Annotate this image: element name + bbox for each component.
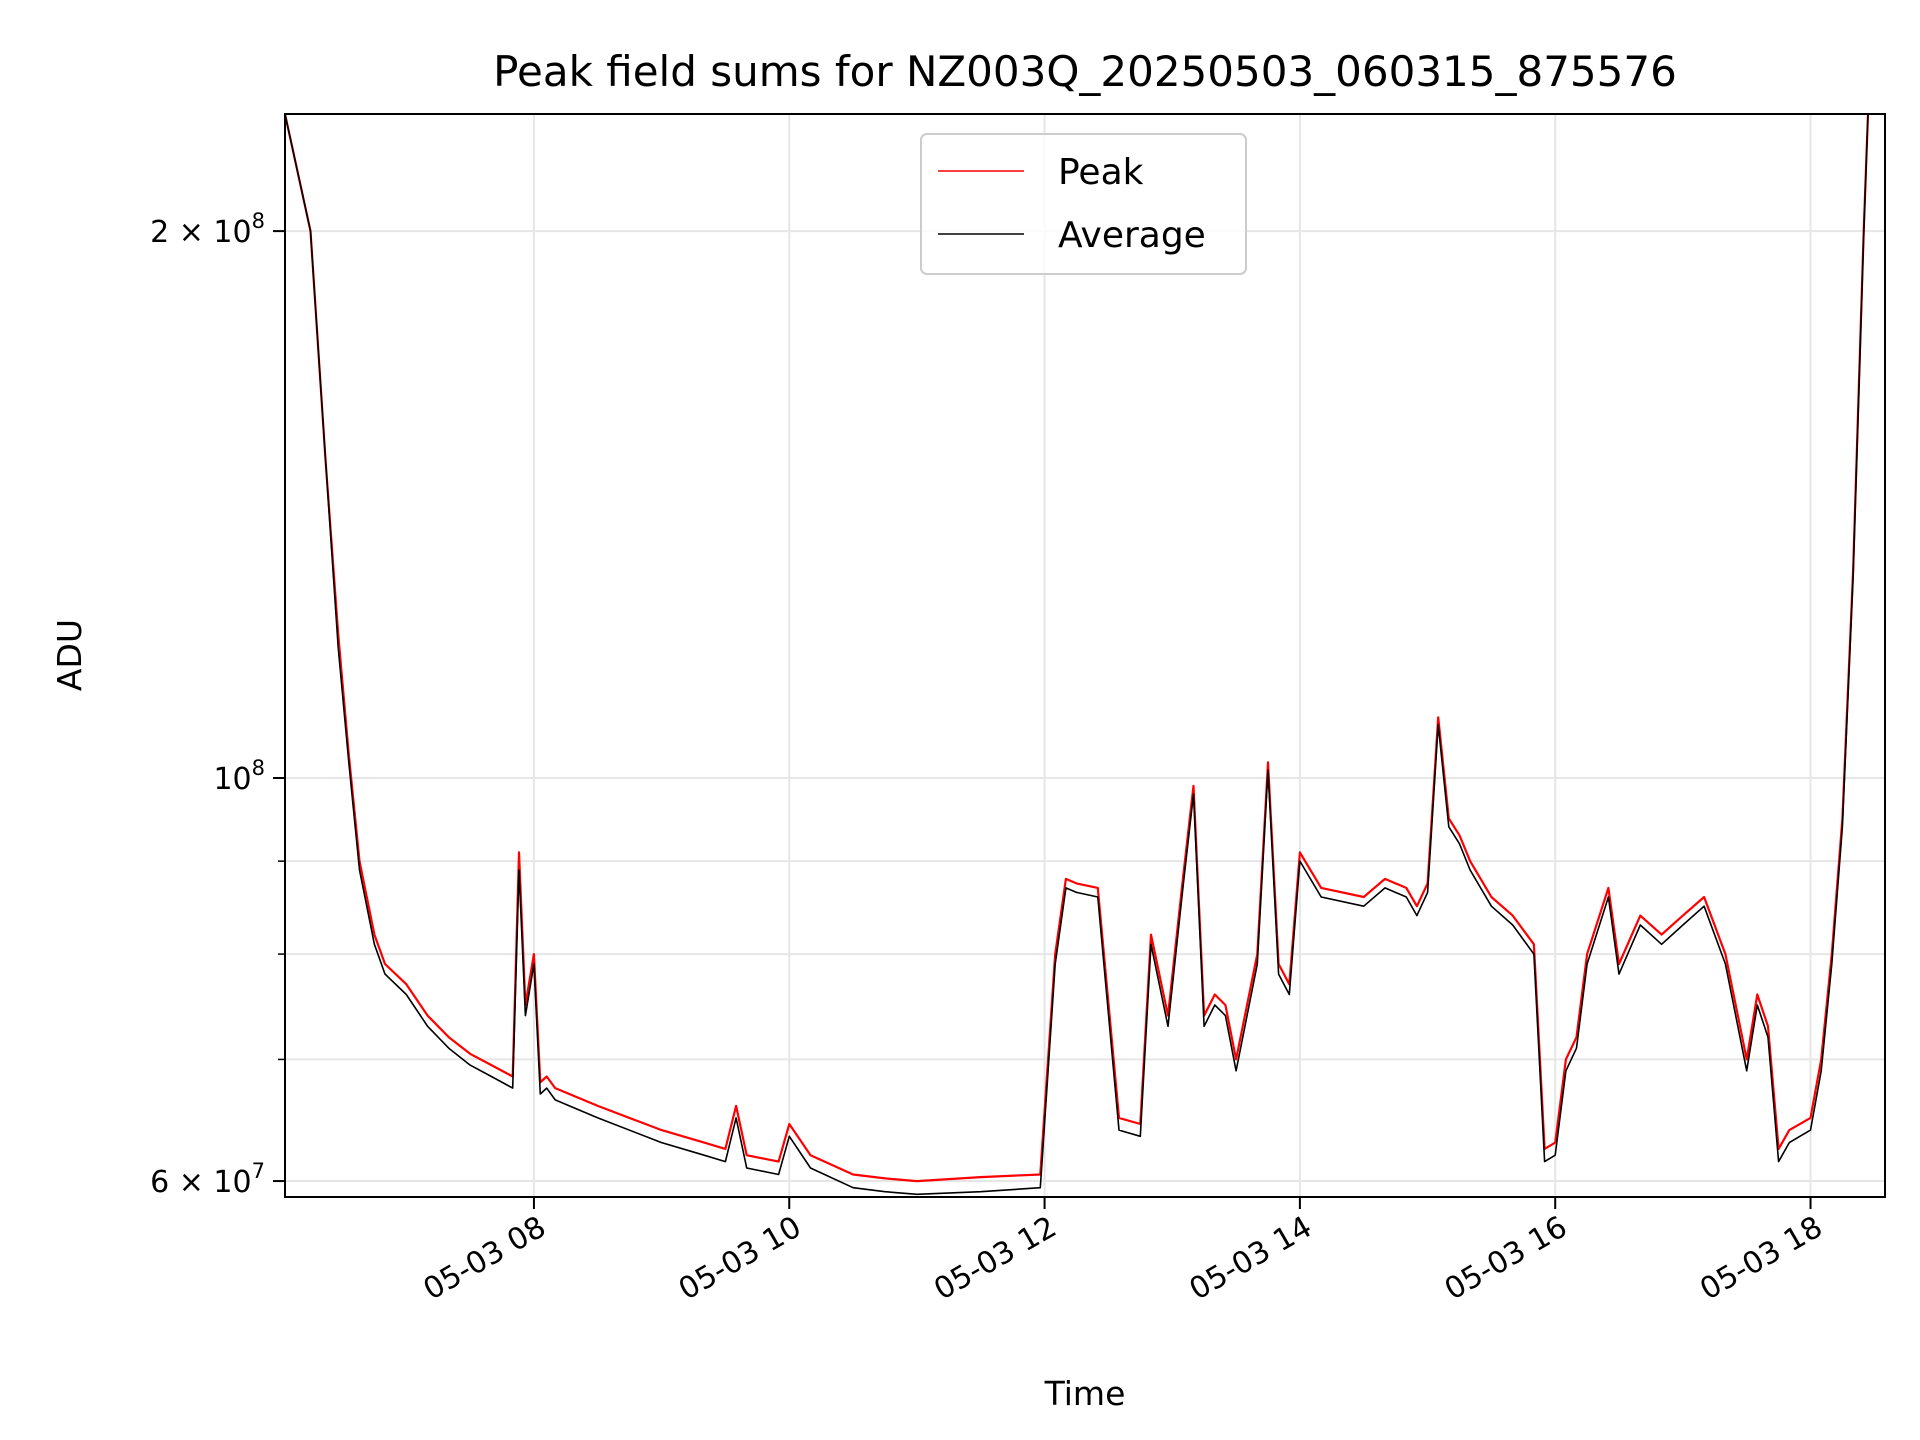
legend-box bbox=[920, 133, 1247, 275]
series-layer bbox=[285, 114, 1870, 1196]
x-axis-title: Time bbox=[1044, 1374, 1126, 1413]
y-tick-label: 2 × 108 bbox=[150, 209, 265, 250]
legend: Peak Average bbox=[920, 133, 1247, 275]
y-tick-label-base: 2 × 10 bbox=[150, 215, 251, 250]
y-tick-label-base: 6 × 10 bbox=[150, 1165, 251, 1200]
legend-label-peak: Peak bbox=[1058, 152, 1144, 193]
y-tick-label-exponent: 8 bbox=[252, 756, 265, 780]
y-tick-label-base: 10 bbox=[213, 762, 251, 797]
y-tick-label: 108 bbox=[213, 756, 265, 797]
chart-title: Peak field sums for NZ003Q_20250503_0603… bbox=[493, 47, 1677, 96]
plot-frame bbox=[284, 113, 1886, 1198]
series-line-average bbox=[285, 114, 1869, 1196]
y-tick-label-exponent: 8 bbox=[252, 209, 265, 233]
grid bbox=[285, 114, 1885, 1197]
legend-label-average: Average bbox=[1058, 215, 1206, 256]
y-axis-title: ADU bbox=[50, 619, 89, 691]
y-tick-label: 6 × 107 bbox=[150, 1159, 265, 1200]
y-tick-label-exponent: 7 bbox=[252, 1159, 265, 1183]
